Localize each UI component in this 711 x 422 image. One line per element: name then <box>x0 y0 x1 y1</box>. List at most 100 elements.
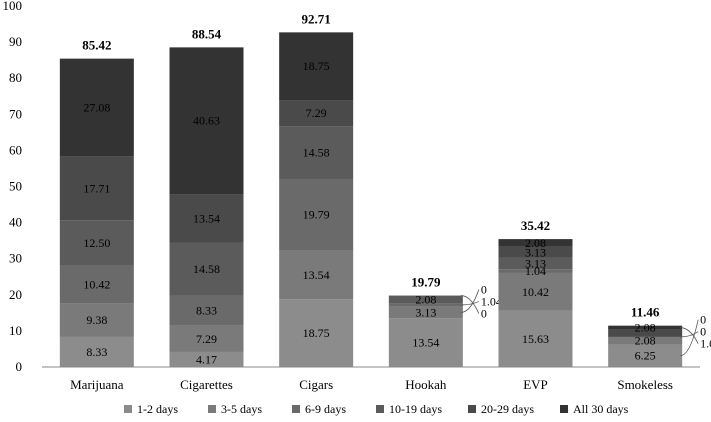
legend-item: 10-19 days <box>376 402 442 416</box>
leader-line <box>680 327 699 344</box>
segment-label: 10.42 <box>83 277 110 291</box>
bar-segment <box>169 325 244 352</box>
segment-label: 10.42 <box>522 285 549 299</box>
bar-segment <box>608 329 683 337</box>
bar-group-cigars: 18.75 13.54 19.79 14.58 7.29 18.75 92.71 <box>279 11 354 367</box>
bar-group-cigarettes: 4.17 7.29 8.33 14.58 13.54 40.63 88.54 <box>169 26 244 367</box>
bar-segment <box>498 246 573 258</box>
side-label: 0 <box>700 325 706 339</box>
y-tick-label: 100 <box>3 0 23 13</box>
x-tick-label: EVP <box>523 377 548 392</box>
bar-total-label: 88.54 <box>192 26 222 41</box>
side-label: 0 <box>481 307 487 321</box>
segment-label: 19.79 <box>303 208 330 222</box>
y-tick-label: 80 <box>9 70 22 85</box>
segment-label: 7.29 <box>306 106 327 120</box>
x-tick-label: Cigarettes <box>180 377 233 392</box>
bar-segment <box>388 303 463 307</box>
segment-label: 3.13 <box>525 245 546 259</box>
side-label: 0 <box>700 313 706 327</box>
x-tick-label: Hookah <box>405 377 447 392</box>
y-tick-label: 60 <box>9 142 22 157</box>
segment-label: 18.75 <box>303 326 330 340</box>
bar-segment <box>498 269 573 273</box>
x-tick-label: Cigars <box>299 377 333 392</box>
segment-label: 8.33 <box>196 304 217 318</box>
bar-segment <box>169 47 244 195</box>
y-tick-label: 50 <box>9 179 22 194</box>
legend-swatch <box>468 405 476 413</box>
bar-total-label: 11.46 <box>631 305 660 320</box>
legend-swatch <box>124 405 132 413</box>
legend-item: 3-5 days <box>208 402 262 416</box>
bar-segment <box>388 295 463 304</box>
segment-label: 12.50 <box>83 236 110 250</box>
segment-label: 13.54 <box>193 211 220 225</box>
segment-label: 14.58 <box>303 146 330 160</box>
legend-swatch <box>292 405 300 413</box>
bar-segment <box>608 336 683 345</box>
y-tick-label: 0 <box>16 359 23 374</box>
bar-segment <box>608 325 683 330</box>
leader-line <box>680 331 699 338</box>
legend-swatch <box>208 405 216 413</box>
segment-label: 3.13 <box>415 305 436 319</box>
segment-label: 18.75 <box>303 59 330 73</box>
y-axis: 0 10 20 30 40 50 60 70 80 90 100 <box>3 0 23 374</box>
legend-label: 20-29 days <box>481 402 534 416</box>
bar-segment <box>279 100 354 127</box>
leader-line <box>680 319 699 357</box>
bar-segment <box>608 344 683 367</box>
x-tick-label: Smokeless <box>617 377 673 392</box>
segment-label: 14.58 <box>193 262 220 276</box>
bar-segment <box>59 58 134 157</box>
bar-total-label: 92.71 <box>302 11 331 26</box>
segment-label: 27.08 <box>83 101 110 115</box>
legend-item: 20-29 days <box>468 402 534 416</box>
legend-item: 6-9 days <box>292 402 346 416</box>
segment-label: 13.54 <box>412 336 439 350</box>
segment-label: 2.08 <box>635 334 656 348</box>
bar-segment <box>279 32 354 101</box>
segment-label: 15.63 <box>522 332 549 346</box>
segment-label: 1.04 <box>525 264 546 278</box>
segment-label: 2.08 <box>635 321 656 335</box>
bar-total-label: 85.42 <box>82 38 111 53</box>
x-tick-label: Marijuana <box>70 377 124 392</box>
legend-label: All 30 days <box>573 402 629 416</box>
segment-label: 40.63 <box>193 114 220 128</box>
segment-label: 13.54 <box>303 268 330 282</box>
legend-item: All 30 days <box>560 402 629 416</box>
segment-label: 4.17 <box>196 352 217 366</box>
legend-item: 1-2 days <box>124 402 178 416</box>
segment-label: 9.38 <box>86 313 107 327</box>
y-tick-label: 10 <box>9 323 22 338</box>
bar-segment <box>498 272 573 311</box>
bar-segment <box>59 156 134 221</box>
side-label: 0 <box>481 283 487 297</box>
legend-swatch <box>376 405 384 413</box>
bar-group-marijuana: 8.33 9.38 10.42 12.50 17.71 27.08 85.42 <box>59 38 134 367</box>
bar-segment <box>498 239 573 247</box>
leader-line <box>460 295 480 314</box>
leader-line <box>460 301 479 306</box>
segment-label: 2.08 <box>415 292 436 306</box>
legend-swatch <box>560 405 568 413</box>
bar-segment <box>169 242 244 296</box>
side-label: 1.04 <box>481 295 502 309</box>
legend-label: 10-19 days <box>389 402 442 416</box>
bar-segment <box>59 303 134 337</box>
bar-segment <box>59 265 134 304</box>
y-tick-label: 70 <box>9 106 22 121</box>
y-tick-label: 30 <box>9 251 22 266</box>
leader-line <box>460 289 480 313</box>
bar-segment <box>59 220 134 266</box>
segment-label: 17.71 <box>83 181 110 195</box>
bar-group-hookah: 13.54 3.132.08 01.040 19.79 <box>388 275 502 367</box>
bar-total-label: 35.42 <box>521 218 550 233</box>
y-tick-label: 90 <box>9 34 22 49</box>
bar-segment <box>169 351 244 367</box>
